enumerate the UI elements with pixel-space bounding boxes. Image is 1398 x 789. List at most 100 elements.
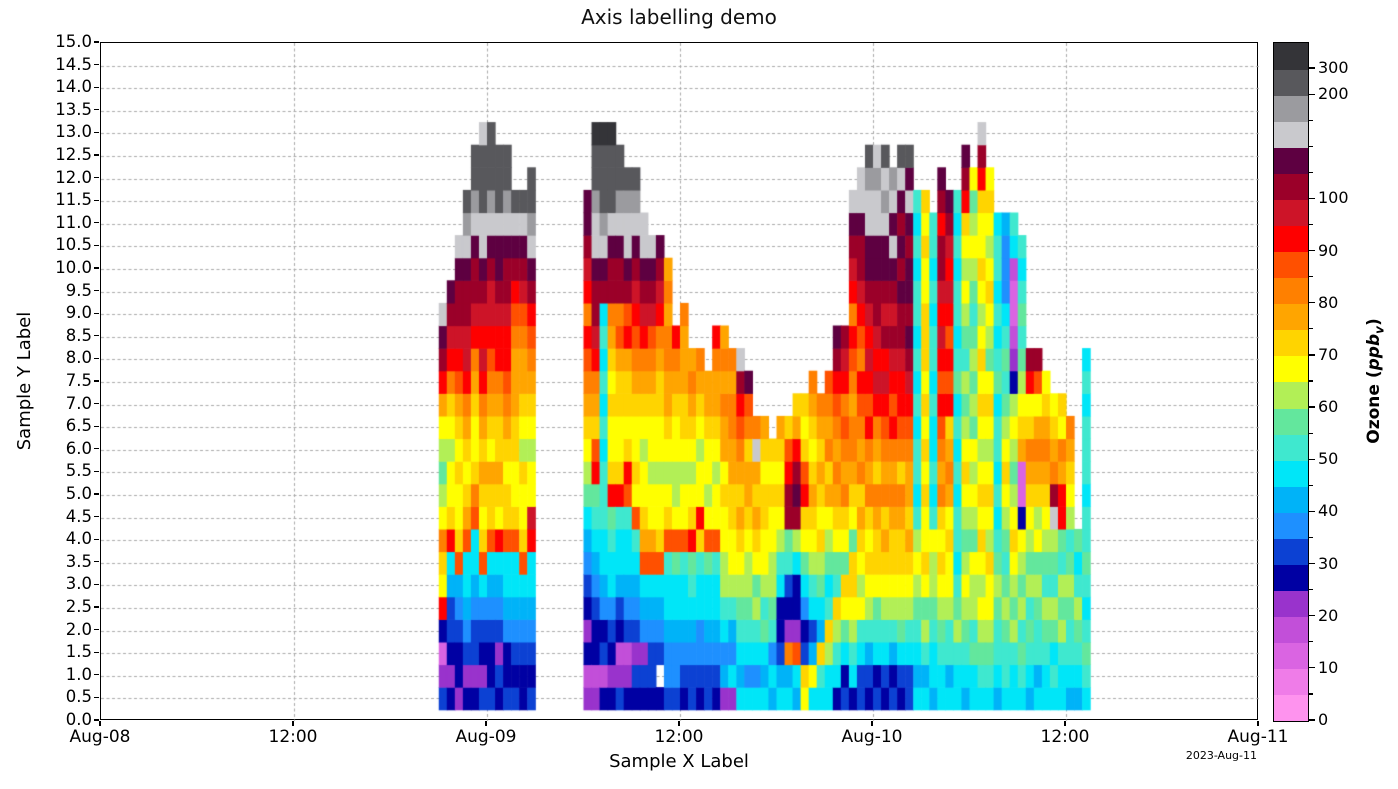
colorbar-tick: [1309, 432, 1313, 434]
x-tick: [292, 721, 294, 726]
colorbar-tick: [1309, 615, 1315, 617]
plot-area: [100, 42, 1259, 721]
y-tick-label: 8.5: [65, 325, 92, 345]
colorbar-band: [1274, 382, 1308, 409]
colorbar-label-start: Ozone (: [1364, 370, 1384, 444]
x-tick: [871, 721, 873, 726]
colorbar-tick: [1309, 406, 1315, 408]
colorbar-band: [1274, 460, 1308, 487]
colorbar-band: [1274, 355, 1308, 383]
y-tick-label: 0.0: [65, 710, 92, 729]
colorbar-band: [1274, 538, 1308, 566]
y-tick: [94, 41, 99, 43]
x-tick: [678, 721, 680, 726]
y-tick: [94, 357, 99, 360]
x-axis-label: Sample X Label: [609, 751, 749, 772]
y-tick-label: 6.0: [65, 438, 92, 458]
colorbar-band: [1274, 147, 1308, 174]
y-tick: [94, 403, 99, 405]
colorbar-tick-label: 0: [1318, 710, 1329, 729]
y-tick-label: 12.0: [55, 167, 92, 187]
x-tick-label: 12:00: [1040, 727, 1090, 747]
x-tick: [485, 721, 487, 726]
colorbar-tick-label: 10: [1318, 657, 1339, 677]
colorbar-tick-label: 70: [1318, 344, 1339, 364]
colorbar-tick: [1309, 328, 1313, 330]
y-tick-label: 4.0: [65, 529, 92, 549]
colorbar-tick-label: 60: [1318, 397, 1339, 417]
y-tick-label: 4.5: [65, 506, 92, 526]
y-tick-label: 5.5: [65, 461, 92, 481]
x-tick-label: 12:00: [268, 727, 318, 747]
colorbar-tick-label: 100: [1318, 188, 1349, 208]
colorbar-tick-label: 20: [1318, 605, 1339, 625]
x-tick-label: Aug-09: [455, 727, 517, 747]
y-tick: [94, 674, 99, 676]
colorbar-band: [1274, 512, 1308, 539]
colorbar-tick: [1309, 354, 1315, 356]
y-tick: [94, 448, 99, 450]
colorbar-band: [1274, 694, 1308, 722]
y-tick-label: 1.0: [65, 664, 92, 684]
colorbar-band: [1274, 642, 1308, 670]
colorbar-band: [1274, 199, 1308, 227]
y-tick: [94, 312, 99, 314]
colorbar-tick: [1309, 276, 1313, 278]
colorbar-label: Ozone (ppbv): [1364, 318, 1386, 443]
heatmap-canvas: [101, 43, 1259, 721]
y-tick-label: 12.5: [55, 145, 92, 164]
y-tick-label: 10.0: [55, 258, 92, 277]
colorbar-tick: [1309, 458, 1315, 460]
colorbar-band: [1274, 303, 1308, 331]
colorbar-tick: [1309, 119, 1313, 121]
colorbar-tick: [1309, 223, 1313, 226]
y-tick-label: 11.5: [55, 190, 92, 210]
colorbar-tick: [1309, 380, 1313, 382]
y-tick-label: 14.0: [55, 77, 92, 97]
y-tick-label: 8.0: [65, 348, 92, 368]
y-tick-label: 3.5: [65, 551, 92, 571]
colorbar-tick-label: 40: [1318, 501, 1339, 521]
chart-title: Axis labelling demo: [581, 5, 777, 29]
y-tick: [94, 177, 99, 179]
colorbar-tick: [1309, 589, 1313, 591]
colorbar-tick: [1309, 719, 1315, 721]
colorbar-tick: [1309, 145, 1313, 147]
colorbar-tick-label: 90: [1318, 240, 1339, 260]
colorbar-tick: [1309, 536, 1313, 539]
colorbar-band: [1274, 121, 1308, 148]
colorbar: [1273, 42, 1309, 722]
colorbar-tick-label: 300: [1318, 58, 1349, 78]
colorbar-tick: [1309, 641, 1313, 643]
x-tick-label: Aug-08: [69, 727, 131, 747]
x-tick: [1257, 721, 1259, 726]
y-tick-label: 7.0: [65, 393, 92, 413]
y-tick: [94, 380, 99, 382]
y-axis-label: Sample Y Label: [14, 311, 35, 451]
y-tick: [94, 199, 99, 201]
colorbar-tick-label: 80: [1318, 292, 1339, 312]
colorbar-tick: [1309, 197, 1315, 200]
colorbar-band: [1274, 590, 1308, 618]
colorbar-band: [1274, 95, 1308, 122]
y-tick: [94, 538, 99, 540]
colorbar-tick: [1309, 171, 1313, 173]
colorbar-band: [1274, 434, 1308, 461]
colorbar-tick: [1309, 510, 1315, 512]
y-tick-label: 10.5: [55, 235, 92, 255]
colorbar-band: [1274, 251, 1308, 279]
y-tick: [94, 425, 99, 427]
y-tick: [94, 516, 99, 518]
y-tick: [94, 154, 99, 156]
y-tick-label: 13.0: [55, 122, 92, 142]
y-tick: [94, 267, 99, 269]
y-tick-label: 13.5: [55, 99, 92, 119]
colorbar-band: [1274, 329, 1308, 357]
colorbar-tick: [1309, 693, 1313, 695]
colorbar-band: [1274, 668, 1308, 696]
colorbar-tick-label: 200: [1318, 84, 1349, 104]
x-tick-label: 12:00: [654, 727, 704, 747]
colorbar-tick: [1309, 250, 1315, 252]
y-tick-label: 6.5: [65, 416, 92, 436]
